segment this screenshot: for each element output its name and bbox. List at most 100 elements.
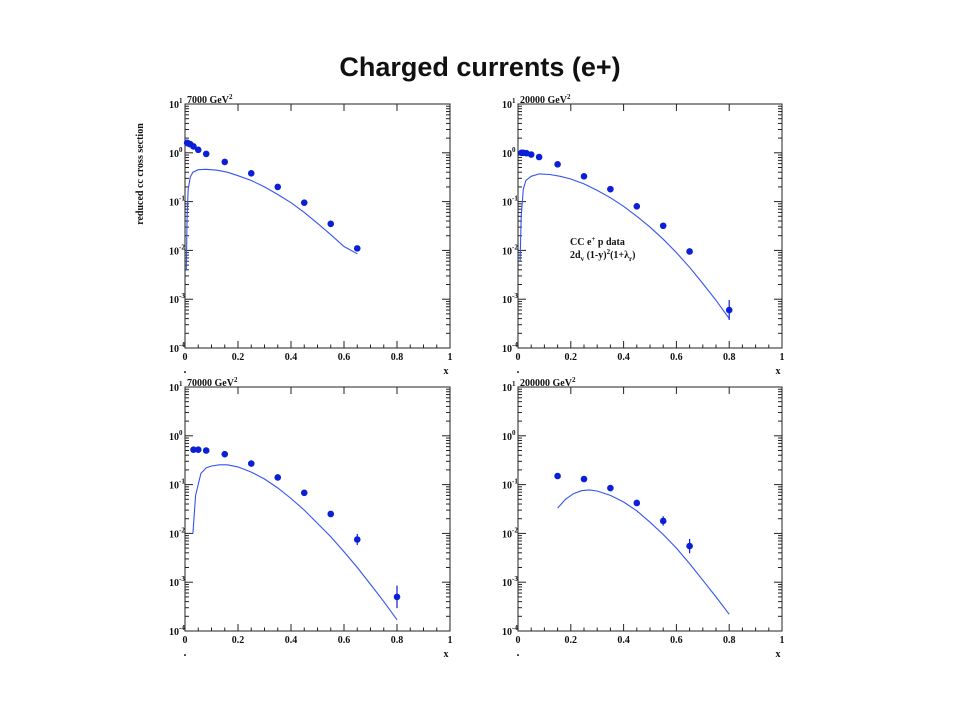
corner-mark: . [517, 362, 520, 376]
y-tick-label: 100 [502, 146, 516, 160]
y-tick-label: 10-4 [502, 624, 518, 638]
y-tick-label: 101 [502, 380, 516, 394]
theory-curve [185, 168, 358, 270]
plot-frame [184, 386, 451, 632]
panel-label: 20000 GeV2 [520, 93, 571, 106]
x-tick-label: 0.8 [723, 635, 736, 646]
y-tick-label: 10-2 [169, 526, 185, 540]
data-point [327, 510, 335, 518]
y-tick-label: 10-2 [502, 243, 518, 257]
data-point [194, 146, 202, 154]
y-tick-label: 10-3 [502, 575, 518, 589]
data-point [247, 460, 255, 467]
y-tick-label: 101 [502, 97, 516, 111]
theory-curve [192, 464, 398, 621]
x-tick-label: 0.8 [391, 352, 404, 363]
plot-frame [517, 103, 783, 349]
y-tick-label: 10-1 [502, 478, 518, 492]
data-point [659, 222, 667, 230]
x-tick-label: 0 [516, 635, 521, 646]
x-axis-label: x [776, 649, 781, 660]
x-tick-label: 1 [448, 635, 453, 646]
x-tick-label: 0 [516, 352, 521, 363]
slide-title: Charged currents (e+) [339, 52, 621, 82]
data-point [580, 475, 588, 483]
y-tick-label: 10-1 [169, 195, 185, 209]
data-point [686, 542, 693, 550]
x-axis-label: x [444, 649, 449, 660]
data-point [327, 220, 335, 228]
x-tick-label: 1 [780, 635, 785, 646]
x-tick-label: 0.4 [285, 635, 298, 646]
panel-label: 70000 GeV2 [187, 376, 238, 389]
x-tick-label: 0.6 [338, 352, 351, 363]
y-tick-label: 10-1 [502, 195, 518, 209]
data-point [535, 153, 543, 161]
plot-frame [517, 386, 783, 632]
data-point [580, 172, 588, 180]
legend-line-theory: 2dv (1-y)2(1+λr) [570, 248, 635, 263]
data-point [202, 150, 210, 158]
y-tick-label: 10-3 [169, 575, 185, 589]
y-tick-label: 100 [169, 429, 183, 443]
data-point [202, 447, 210, 454]
x-tick-label: 0.2 [232, 635, 245, 646]
corner-mark: . [184, 362, 187, 376]
plot-frame [184, 103, 451, 349]
x-tick-label: 0.6 [670, 635, 683, 646]
theory-curve [557, 489, 730, 615]
x-tick-label: 0.6 [670, 352, 683, 363]
x-tick-label: 1 [780, 352, 785, 363]
legend-line-data: CC e+ p data [570, 235, 625, 248]
data-point [686, 248, 693, 255]
data-point [725, 306, 733, 314]
chart-panel-1: 0 0.2 0.4 0.6 0.8 1 101 100 10-1 10-2 10-3 10-4 7000… [135, 93, 453, 377]
data-point [393, 593, 401, 601]
x-tick-label: 0 [183, 352, 188, 363]
data-point [554, 161, 561, 168]
x-tick-label: 0.6 [338, 635, 351, 646]
data-point [194, 446, 202, 453]
data-point [633, 499, 641, 507]
data-point [353, 536, 361, 543]
x-tick-label: 0 [183, 635, 188, 646]
y-tick-label: 10-3 [169, 292, 185, 306]
x-axis-label: x [444, 366, 449, 377]
data-point [659, 517, 667, 525]
y-tick-label: 10-4 [502, 341, 518, 355]
y-tick-label: 10-2 [169, 243, 185, 257]
data-point [221, 158, 229, 166]
data-point [190, 143, 197, 150]
chart-panel-4: 0 0.2 0.4 0.6 0.8 1 101 100 10-1 10-2 10-3 10-4 2000… [502, 376, 785, 660]
x-tick-label: 0.4 [285, 352, 298, 363]
data-point [607, 484, 614, 492]
data-point [274, 474, 282, 481]
x-tick-label: 0.2 [565, 352, 578, 363]
y-tick-label: 101 [169, 97, 183, 111]
x-axis-label: x [776, 366, 781, 377]
theory-curve [519, 173, 730, 319]
y-tick-label: 10-3 [502, 292, 518, 306]
y-tick-label: 100 [169, 146, 183, 160]
panel-label: 200000 GeV2 [520, 376, 576, 389]
data-point [274, 183, 282, 191]
data-point [527, 151, 535, 158]
x-tick-label: 0.2 [232, 352, 245, 363]
y-tick-label: 10-2 [502, 526, 518, 540]
data-point [607, 185, 614, 193]
data-point [247, 170, 255, 177]
data-point [353, 245, 361, 252]
y-tick-label: 10-4 [169, 341, 185, 355]
y-tick-label: 10-4 [169, 624, 185, 638]
data-point [633, 203, 641, 210]
corner-mark: . [517, 645, 520, 659]
x-tick-label: 1 [448, 352, 453, 363]
x-tick-label: 0.2 [565, 635, 578, 646]
data-point [554, 472, 561, 480]
y-tick-label: 101 [169, 380, 183, 394]
x-tick-label: 0.4 [617, 635, 630, 646]
y-tick-label: 10-1 [169, 478, 185, 492]
chart-panel-3: 0 0.2 0.4 0.6 0.8 1 101 100 10-1 10-2 10-3 10-4 7000… [169, 376, 453, 660]
x-tick-label: 0.4 [617, 352, 630, 363]
